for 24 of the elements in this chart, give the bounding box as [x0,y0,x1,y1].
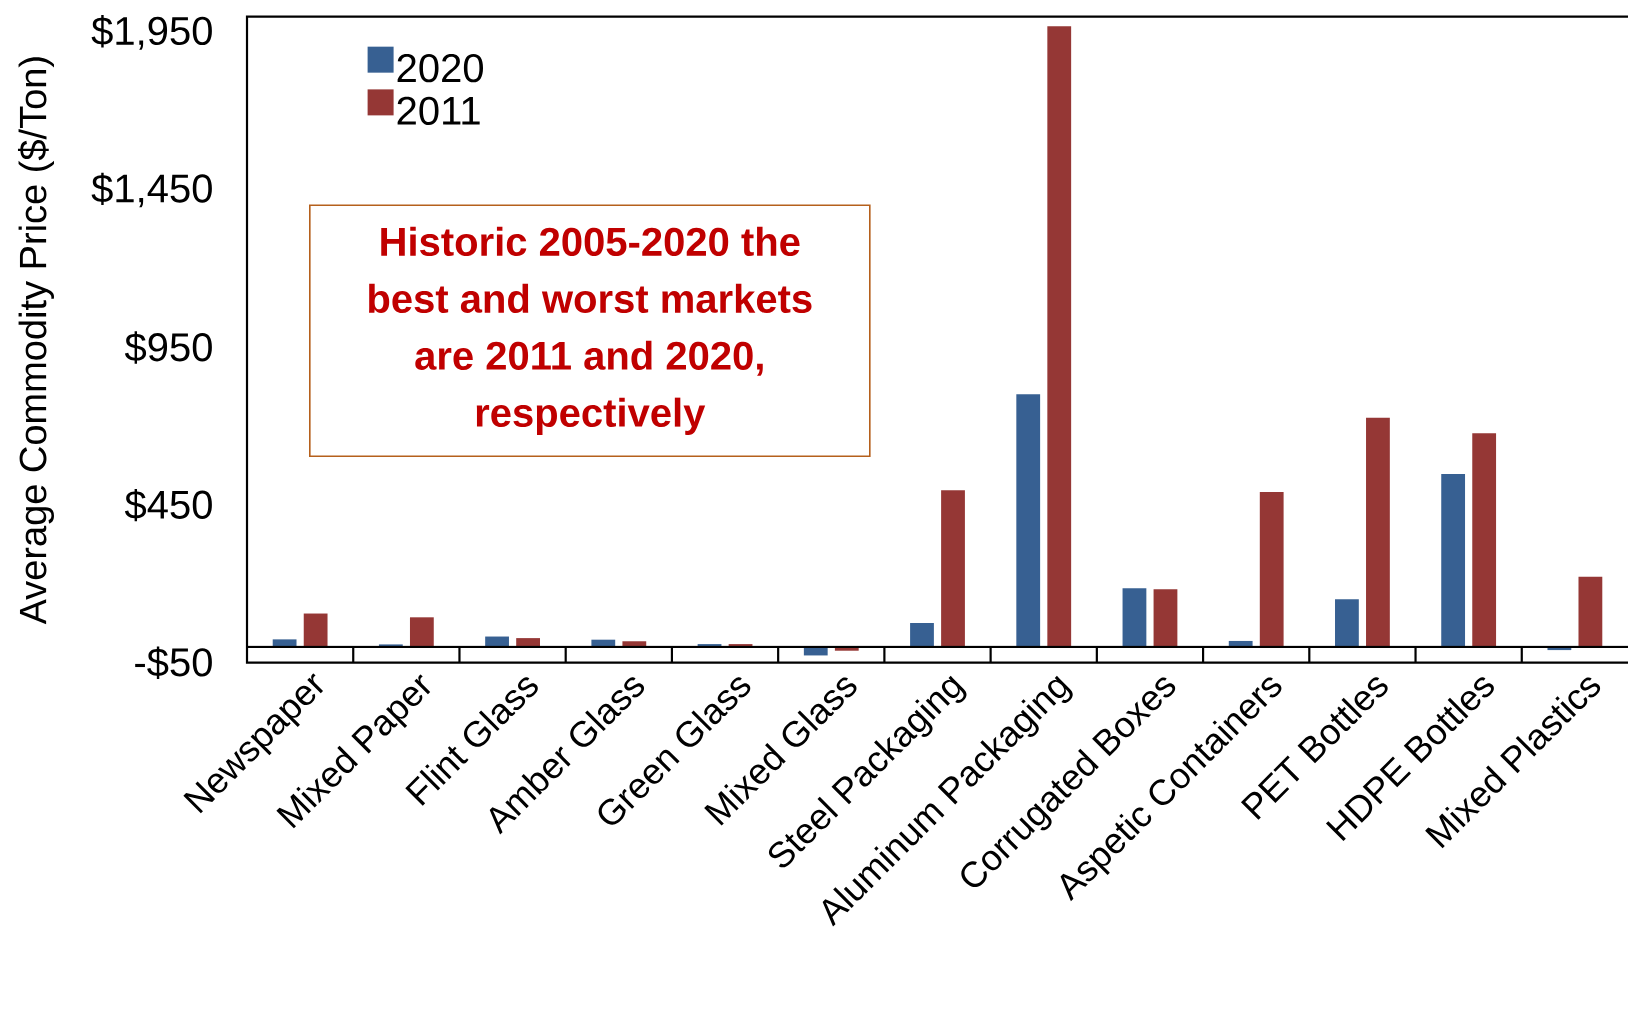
bar [1016,394,1041,647]
bar [1366,417,1390,647]
annotation: Historic 2005-2020 the best and worst markets are 2011 and 2020, respectively [369,226,812,435]
bar [303,613,328,647]
y-axis-title: Average Commodity Price ($/Ton) [17,57,54,625]
bar [1335,599,1359,647]
bar [910,622,934,647]
bar [1578,576,1603,647]
bar [1441,473,1466,647]
bar [1153,589,1178,647]
bar [272,639,297,647]
y-tick-label: $1,950 [91,15,212,50]
bar [1122,588,1147,647]
bar [516,638,540,647]
bar [1259,491,1284,647]
legend-label: 2020 [397,53,484,83]
y-tick-label: $1,450 [91,172,212,208]
bar [1472,433,1497,647]
legend-label: 2011 [397,96,480,125]
bar [941,490,965,647]
bar [409,617,434,647]
y-tick-label: $950 [124,331,212,364]
bar [1047,26,1072,647]
y-tick-label: $450 [124,488,212,522]
